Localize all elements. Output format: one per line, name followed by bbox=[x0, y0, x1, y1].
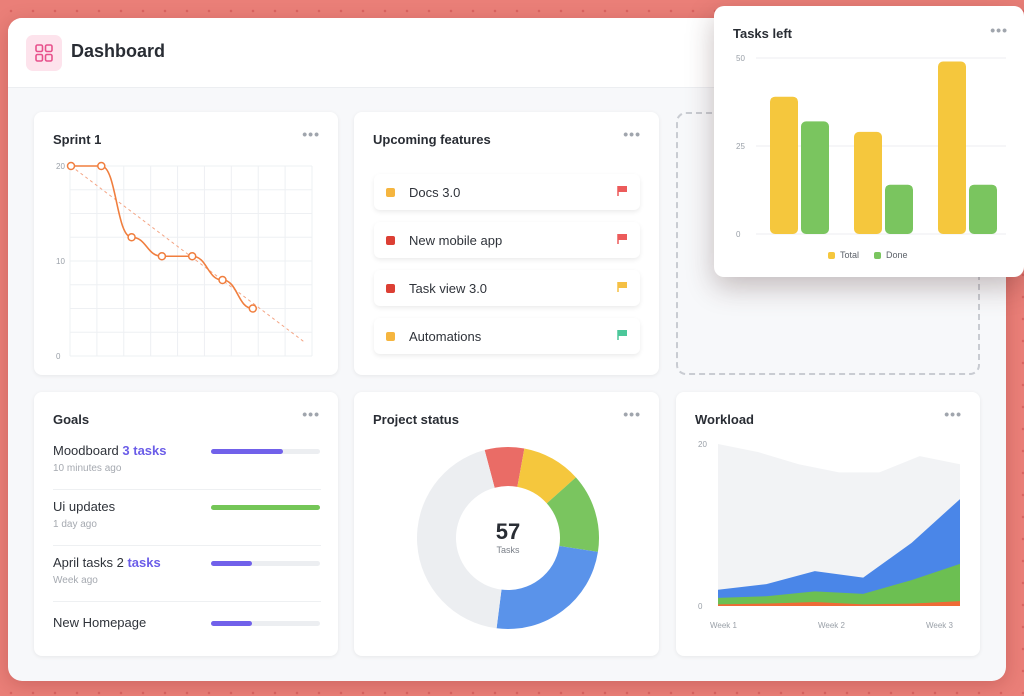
goal-progress-bar bbox=[211, 505, 320, 510]
donut-slice bbox=[484, 447, 525, 488]
goal-time: 10 minutes ago bbox=[53, 463, 122, 474]
ideal-trend-line bbox=[70, 165, 305, 343]
donut-slice bbox=[517, 448, 576, 504]
feature-label: Task view 3.0 bbox=[409, 281, 488, 296]
tasks-left-title: Tasks left bbox=[733, 26, 793, 41]
bar-total bbox=[770, 96, 798, 234]
goal-progress-bar bbox=[211, 621, 320, 626]
goal-item[interactable]: New Homepage bbox=[53, 615, 321, 630]
y-tick-label: 0 bbox=[698, 602, 703, 611]
y-tick-label: 25 bbox=[736, 142, 745, 151]
project-status-title: Project status bbox=[373, 412, 459, 427]
sprint-menu-icon[interactable]: ••• bbox=[302, 126, 320, 142]
data-point bbox=[66, 161, 76, 171]
goal-progress-bar bbox=[211, 449, 320, 454]
bar-done bbox=[801, 121, 829, 234]
feature-item[interactable]: New mobile app bbox=[374, 222, 640, 258]
feature-status-icon bbox=[386, 284, 395, 293]
donut-center-value: 57 bbox=[495, 519, 521, 544]
goal-time: Week ago bbox=[53, 575, 98, 586]
goal-name: Ui updates bbox=[53, 499, 116, 514]
feature-label: New mobile app bbox=[409, 233, 503, 248]
donut-center-label: Tasks bbox=[496, 545, 520, 555]
workload-menu-icon[interactable]: ••• bbox=[944, 406, 962, 422]
feature-item[interactable]: Task view 3.0 bbox=[374, 270, 640, 306]
tasks-left-bar-chart: 50 25 0 bbox=[736, 54, 1006, 239]
goals-menu-icon[interactable]: ••• bbox=[302, 406, 320, 422]
feature-status-icon bbox=[386, 236, 395, 245]
feature-label: Automations bbox=[409, 329, 482, 344]
y-tick-label: 50 bbox=[736, 54, 745, 63]
tasks-left-menu-icon[interactable]: ••• bbox=[990, 22, 1008, 38]
dashboard-grid-icon[interactable] bbox=[26, 35, 62, 71]
data-point bbox=[248, 304, 258, 313]
page-title: Dashboard bbox=[71, 41, 166, 61]
goal-name: New Homepage bbox=[53, 615, 147, 630]
divider bbox=[53, 489, 321, 490]
y-tick-label: 20 bbox=[698, 440, 707, 449]
goals-card: Goals ••• Moodboard 3 tasks 10 minutes a… bbox=[34, 392, 338, 656]
features-menu-icon[interactable]: ••• bbox=[623, 126, 641, 142]
y-tick-label: 10 bbox=[56, 257, 65, 266]
goal-name: Moodboard 3 tasks bbox=[53, 443, 167, 458]
feature-status-icon bbox=[386, 332, 395, 341]
x-tick-label: Week 1 bbox=[710, 621, 738, 630]
priority-flag-icon[interactable] bbox=[617, 329, 628, 341]
y-tick-label: 0 bbox=[736, 230, 741, 239]
project-status-donut bbox=[417, 447, 599, 629]
priority-flag-icon[interactable] bbox=[617, 185, 628, 197]
goal-progress-bar bbox=[211, 561, 320, 566]
feature-item[interactable]: Automations bbox=[374, 318, 640, 354]
workload-title: Workload bbox=[695, 412, 754, 427]
area-series bbox=[718, 601, 960, 606]
sprint-title: Sprint 1 bbox=[53, 132, 102, 147]
goal-item[interactable]: Ui updates 1 day ago bbox=[53, 499, 321, 530]
area-series bbox=[718, 499, 960, 606]
data-point bbox=[187, 252, 197, 261]
goal-item[interactable]: Moodboard 3 tasks 10 minutes ago bbox=[53, 443, 321, 474]
area-series bbox=[718, 563, 960, 606]
y-tick-label: 0 bbox=[56, 352, 61, 361]
donut-slice bbox=[496, 545, 598, 629]
x-tick-label: Week 3 bbox=[926, 621, 954, 630]
donut-slice bbox=[417, 450, 502, 629]
data-point bbox=[157, 252, 167, 261]
project-status-menu-icon[interactable]: ••• bbox=[623, 406, 641, 422]
priority-flag-icon[interactable] bbox=[617, 281, 628, 293]
divider bbox=[53, 545, 321, 546]
legend-done: Done bbox=[874, 250, 908, 260]
features-title: Upcoming features bbox=[373, 132, 491, 147]
goal-time: 1 day ago bbox=[53, 519, 97, 530]
tasks-left-popup[interactable]: Tasks left ••• 50 25 0 Total Done bbox=[714, 6, 1024, 277]
bar-done bbox=[885, 184, 913, 234]
features-card: Upcoming features ••• Docs 3.0 New mobil… bbox=[354, 112, 659, 375]
data-point bbox=[97, 161, 106, 171]
legend-done-swatch bbox=[874, 251, 881, 259]
sprint-burndown-chart: 20 10 0 bbox=[56, 161, 313, 361]
workload-area-chart: 20 0 Week 1 Week 2 Week 3 bbox=[698, 440, 960, 630]
x-tick-label: Week 2 bbox=[818, 621, 846, 630]
goal-name: April tasks 2 tasks bbox=[53, 555, 161, 570]
data-point bbox=[127, 233, 136, 242]
feature-item[interactable]: Docs 3.0 bbox=[374, 174, 640, 210]
feature-status-icon bbox=[386, 188, 395, 197]
bar-total bbox=[938, 61, 966, 234]
bar-total bbox=[854, 131, 882, 234]
data-point bbox=[218, 275, 227, 285]
legend-total-swatch bbox=[828, 251, 835, 259]
feature-label: Docs 3.0 bbox=[409, 185, 461, 200]
divider bbox=[53, 601, 321, 602]
goals-title: Goals bbox=[53, 412, 90, 427]
project-status-card: Project status ••• 57 Tasks bbox=[354, 392, 659, 656]
goal-item[interactable]: April tasks 2 tasks Week ago bbox=[53, 555, 321, 586]
priority-flag-icon[interactable] bbox=[617, 233, 628, 245]
donut-slice bbox=[546, 477, 599, 552]
sprint-card: Sprint 1 ••• 20 10 0 bbox=[34, 112, 338, 375]
workload-card: Workload ••• 20 0 Week 1 Week 2 Week 3 bbox=[676, 392, 980, 656]
bar-done bbox=[969, 184, 997, 234]
y-tick-label: 20 bbox=[56, 162, 65, 171]
legend-total: Total bbox=[828, 250, 859, 260]
